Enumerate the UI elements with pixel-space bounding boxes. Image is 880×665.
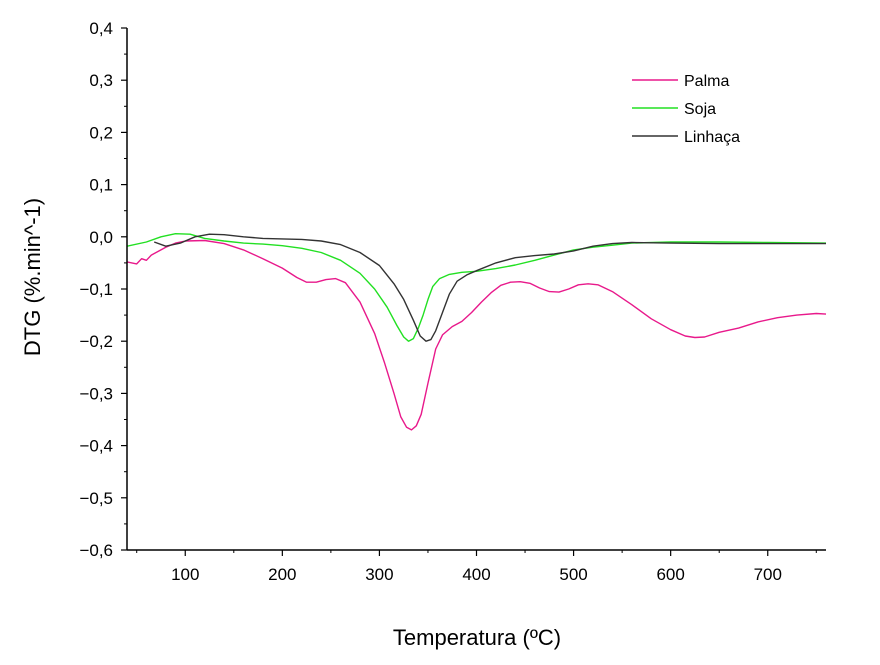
x-tick-label: 200 bbox=[268, 565, 296, 584]
x-tick-label: 500 bbox=[559, 565, 587, 584]
x-tick-label: 700 bbox=[754, 565, 782, 584]
y-tick-label: 0,2 bbox=[89, 123, 113, 142]
legend: Palma Soja Linhaça bbox=[632, 73, 740, 146]
plot-frame bbox=[126, 28, 826, 551]
y-tick-label: −0,4 bbox=[79, 437, 113, 456]
y-tick-label: 0,1 bbox=[89, 176, 113, 195]
x-tick-label: 400 bbox=[462, 565, 490, 584]
x-axis-title: Temperatura (ºC) bbox=[393, 625, 561, 650]
legend-label-3: Linhaça bbox=[684, 129, 740, 146]
y-axis-title: DTG (%.min^-1) bbox=[20, 198, 45, 356]
y-tick-label: 0,0 bbox=[89, 228, 113, 247]
y-tick-label: 0,3 bbox=[89, 71, 113, 90]
x-tick-label: 100 bbox=[171, 565, 199, 584]
legend-label-2: Soja bbox=[684, 101, 716, 118]
axis-ticks bbox=[121, 27, 817, 556]
y-tick-label: −0,3 bbox=[79, 384, 113, 403]
y-tick-label: 0,4 bbox=[89, 19, 113, 38]
y-tick-label: −0,2 bbox=[79, 332, 113, 351]
series-line-2 bbox=[126, 233, 827, 342]
x-tick-label: 600 bbox=[656, 565, 684, 584]
y-tick-label: −0,5 bbox=[79, 489, 113, 508]
series-lines bbox=[126, 233, 827, 431]
tick-labels: 0,4 0,3 0,2 0,1 0,0 −0,1 −0,2 −0,3 −0,4 −0,5 −0,6 1… bbox=[79, 19, 782, 584]
y-tick-label: −0,6 bbox=[79, 541, 113, 560]
series-line-1 bbox=[126, 239, 827, 431]
legend-label-1: Palma bbox=[684, 73, 729, 90]
series-line-3 bbox=[153, 233, 826, 342]
x-tick-label: 300 bbox=[365, 565, 393, 584]
y-tick-label: −0,1 bbox=[79, 280, 113, 299]
